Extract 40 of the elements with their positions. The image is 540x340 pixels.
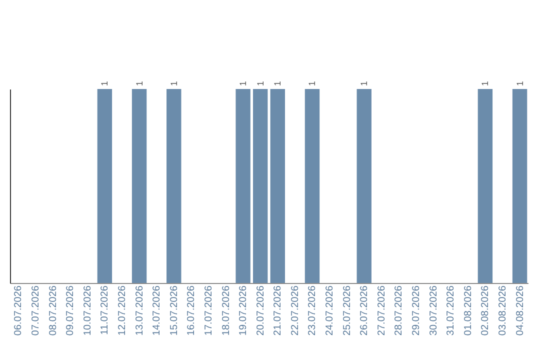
- x-tick-label: 02.08.2026: [480, 285, 492, 336]
- x-tick-label: 18.07.2026: [220, 285, 232, 336]
- x-tick-label: 11.07.2026: [100, 285, 111, 335]
- data-label: 1: [307, 80, 318, 86]
- x-tick-label: 31.07.2026: [446, 285, 457, 336]
- x-tick-label: 19.07.2026: [238, 285, 250, 336]
- x-tick-label: 20.07.2026: [255, 285, 266, 336]
- x-tick-label: 01.08.2026: [462, 285, 474, 336]
- data-label: 1: [255, 80, 266, 86]
- data-label: 1: [134, 80, 144, 86]
- x-tick-label: 07.07.2026: [30, 285, 42, 336]
- x-tick-label: 23.07.2026: [307, 285, 318, 336]
- x-tick-label: 13.07.2026: [134, 285, 146, 336]
- x-tick-label: 10.07.2026: [82, 285, 94, 336]
- x-tick-label: 08.07.2026: [48, 285, 59, 336]
- x-tick-label: 09.07.2026: [65, 285, 76, 336]
- data-label: 1: [238, 80, 248, 86]
- x-tick-label: 15.07.2026: [168, 285, 180, 336]
- data-label: 1: [100, 80, 110, 86]
- x-tick-label: 22.07.2026: [290, 285, 301, 336]
- x-tick-label: 04.08.2026: [514, 285, 526, 336]
- x-tick-label: 16.07.2026: [186, 285, 198, 336]
- x-tick-label: 25.07.2026: [342, 285, 353, 336]
- x-tick-label: 14.07.2026: [152, 285, 163, 336]
- data-label: 1: [514, 80, 525, 86]
- x-tick-label: 28.07.2026: [394, 285, 405, 336]
- x-tick-label: 27.07.2026: [376, 285, 388, 336]
- x-tick-label: 06.07.2026: [13, 285, 24, 336]
- x-tick-label: 12.07.2026: [116, 285, 128, 336]
- data-label: 1: [272, 80, 283, 86]
- x-tick-label: 26.07.2026: [359, 285, 370, 336]
- data-label: 1: [359, 80, 370, 86]
- x-tick-label: 21.07.2026: [272, 285, 284, 336]
- x-tick-label: 17.07.2026: [203, 285, 214, 336]
- x-tick-label: 29.07.2026: [411, 285, 422, 336]
- data-label: 1: [480, 80, 490, 86]
- x-tick-label: 30.07.2026: [428, 285, 440, 336]
- x-tick-label: 03.08.2026: [497, 285, 508, 336]
- x-tick-label: 24.07.2026: [324, 285, 336, 336]
- data-label: 1: [168, 80, 179, 86]
